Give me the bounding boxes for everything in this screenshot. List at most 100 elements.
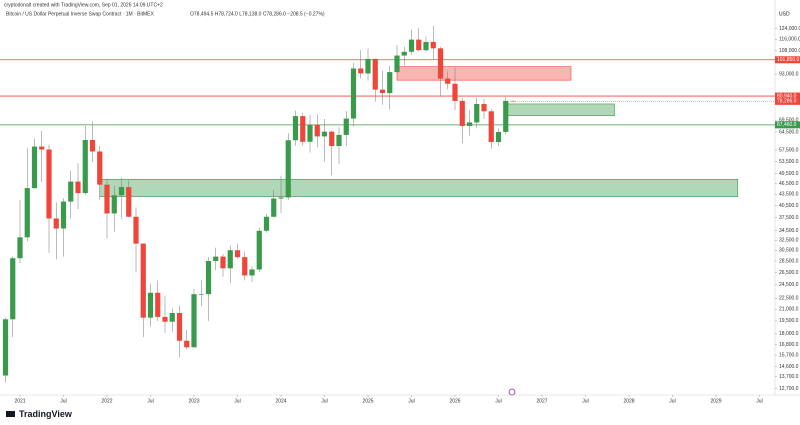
y-tick-label: 15,700.0: [779, 352, 799, 358]
y-tick-label: 40,500.0: [779, 203, 799, 209]
candle-body: [314, 124, 320, 137]
logo-icon: [6, 411, 15, 417]
x-tick-label: 2022: [101, 398, 112, 404]
candle-body: [495, 131, 502, 143]
x-tick-label: 2026: [449, 398, 460, 404]
candle-body: [387, 72, 393, 94]
candle-body: [408, 39, 415, 52]
candle-body: [162, 316, 168, 322]
candle-body: [60, 201, 67, 229]
candle-body: [169, 313, 175, 322]
candle-body: [401, 51, 407, 56]
zone: [99, 178, 739, 198]
y-tick-label: 14,600.0: [779, 364, 799, 370]
candle-body: [503, 100, 509, 132]
candle-body: [307, 124, 313, 142]
candle-body: [430, 41, 436, 49]
y-tick-label: 16,800.0: [779, 342, 799, 348]
x-tick-label: 2025: [362, 398, 373, 404]
level-label: 101,850.0: [777, 57, 799, 63]
level-tag: [775, 92, 800, 100]
x-tick-label: Jul: [408, 398, 414, 404]
x-tick-label: Jul: [60, 398, 66, 404]
candle-body: [75, 181, 81, 194]
candle-body: [474, 103, 480, 123]
candle-body: [437, 48, 444, 79]
ohlc-readout: O78,494.5 H78,724.0 L78,138.0 C78,286.0 …: [190, 11, 325, 17]
candle-body: [39, 146, 45, 150]
candle-body: [343, 118, 349, 135]
y-tick-label: 32,500.0: [779, 238, 799, 244]
candle-body: [234, 250, 241, 258]
candle-body: [2, 319, 9, 376]
y-tick-label: 28,500.0: [779, 258, 799, 264]
y-tick-label: 116,000.0: [779, 37, 800, 43]
candle-body: [416, 39, 422, 51]
y-tick-label: 12,700.0: [779, 386, 799, 392]
candle-body: [118, 187, 125, 196]
last-price-tag: [775, 97, 800, 105]
y-tick-label: 53,500.0: [779, 159, 799, 165]
candle-body: [256, 230, 262, 270]
candle-body: [423, 41, 429, 51]
candle-body: [372, 58, 378, 90]
y-tick-label: 30,500.0: [779, 248, 799, 254]
x-tick-label: 2023: [188, 398, 199, 404]
x-tick-label: Jul: [669, 398, 675, 404]
candle-body: [155, 292, 161, 317]
candle-body: [379, 89, 386, 94]
candle-body: [466, 122, 473, 126]
candle-body: [263, 216, 270, 231]
x-tick-label: Jul: [147, 398, 153, 404]
candle-body: [285, 140, 291, 198]
candle-body: [97, 151, 103, 185]
candle-body: [140, 243, 146, 318]
x-tick-label: 2028: [623, 398, 634, 404]
candle-body: [126, 187, 132, 217]
candle-body: [104, 184, 110, 214]
candle-body: [459, 100, 465, 126]
candle-body: [249, 269, 255, 276]
x-tick-label: Jul: [234, 398, 240, 404]
candle-body: [68, 181, 74, 202]
x-tick-label: 2021: [14, 398, 25, 404]
candle-body: [213, 256, 219, 261]
candle-body: [46, 149, 52, 219]
y-tick-label: 22,500.0: [779, 296, 799, 302]
y-tick-label: 93,000.0: [779, 71, 799, 77]
candle-body: [350, 68, 357, 119]
y-tick-label: 124,000.0: [779, 26, 800, 32]
y-tick-label: 34,500.0: [779, 228, 799, 234]
candle-body: [271, 198, 277, 217]
candle-body: [133, 216, 139, 244]
candle-body: [10, 258, 16, 320]
candle-body: [31, 146, 38, 189]
header: cryptodonalt created with TradingView.co…: [4, 2, 163, 8]
candle-body: [191, 294, 197, 348]
x-tick-label: Jul: [495, 398, 501, 404]
candle-body: [184, 340, 190, 348]
candle-body: [488, 111, 494, 143]
event-icon: [508, 388, 516, 396]
y-tick-label: 13,700.0: [779, 374, 799, 380]
candle-body: [220, 256, 226, 269]
candle-body: [82, 139, 88, 194]
candle-body: [205, 260, 212, 295]
candle-body: [452, 83, 458, 101]
candle-body: [227, 250, 233, 269]
y-tick-label: 64,500.0: [779, 129, 799, 135]
candle-body: [111, 195, 117, 214]
y-tick-label: 46,500.0: [779, 181, 799, 187]
candle-body: [321, 131, 328, 137]
candle-body: [176, 313, 183, 341]
logo: [6, 411, 15, 417]
y-tick-label: 26,500.0: [779, 270, 799, 276]
candle-body: [365, 58, 371, 74]
y-tick-label: 21,000.0: [779, 307, 799, 313]
candle-body: [53, 218, 59, 229]
y-tick-label: 24,500.0: [779, 282, 799, 288]
x-tick-label: 2027: [536, 398, 547, 404]
y-tick-label: 43,500.0: [779, 191, 799, 197]
